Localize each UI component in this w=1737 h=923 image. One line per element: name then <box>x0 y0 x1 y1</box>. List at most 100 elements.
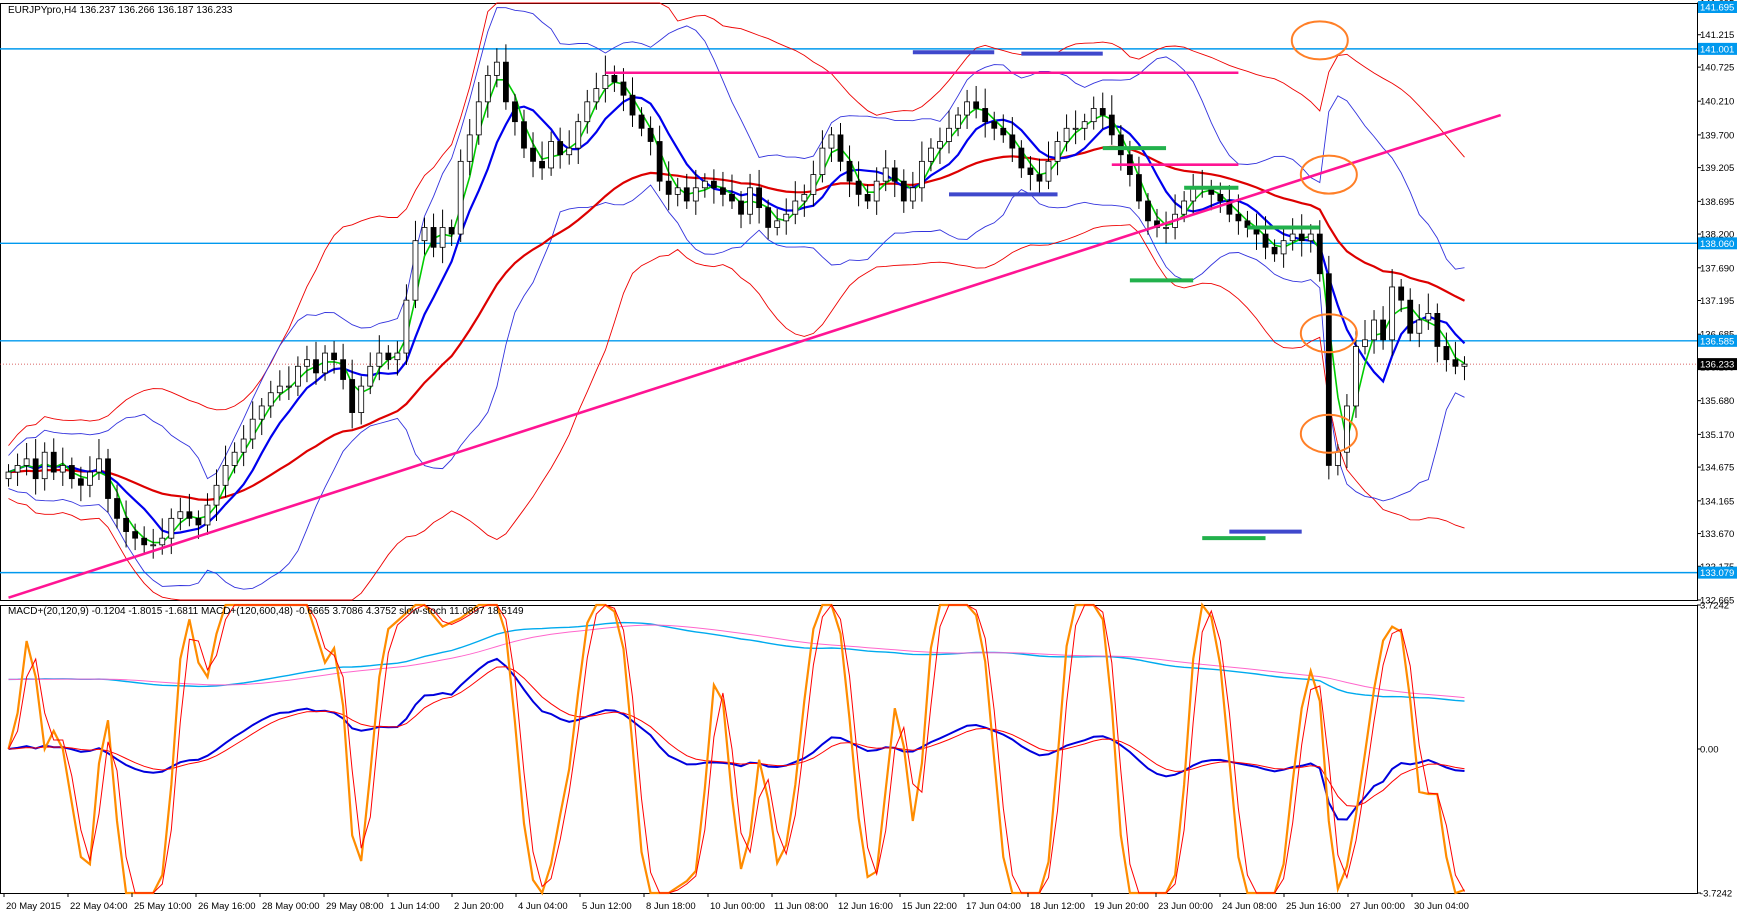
candle-body[interactable] <box>68 465 75 480</box>
candle-body[interactable] <box>828 134 835 149</box>
candle-body[interactable] <box>611 74 618 83</box>
candle-body[interactable] <box>683 187 690 202</box>
candle-body[interactable] <box>937 141 943 149</box>
candle-body[interactable] <box>439 227 446 248</box>
candle-body[interactable] <box>1262 233 1269 248</box>
candle-body[interactable] <box>566 147 573 156</box>
candle-body[interactable] <box>1362 339 1368 347</box>
candle-body[interactable] <box>412 240 419 301</box>
candle-body[interactable] <box>864 193 871 202</box>
candle-body[interactable] <box>1316 233 1323 275</box>
candle-body[interactable] <box>59 465 66 473</box>
candle-body[interactable] <box>358 385 365 413</box>
candle-body[interactable] <box>322 352 328 374</box>
candle-body[interactable] <box>557 141 564 156</box>
candle-body[interactable] <box>882 167 889 182</box>
candle-body[interactable] <box>1117 134 1124 156</box>
candle-body[interactable] <box>32 458 39 480</box>
candle-body[interactable] <box>177 511 184 519</box>
candle-body[interactable] <box>946 127 952 142</box>
candle-body[interactable] <box>1136 174 1142 202</box>
candle-body[interactable] <box>891 167 898 182</box>
candle-body[interactable] <box>1280 240 1287 255</box>
candle-body[interactable] <box>900 180 907 202</box>
candle-body[interactable] <box>1063 127 1070 142</box>
candle-body[interactable] <box>918 160 925 189</box>
candle-body[interactable] <box>1307 233 1314 242</box>
candle-body[interactable] <box>756 187 763 209</box>
candle-body[interactable] <box>1027 167 1034 175</box>
candle-body[interactable] <box>77 478 84 486</box>
candle-body[interactable] <box>548 141 555 169</box>
candle-body[interactable] <box>530 147 536 162</box>
candle-body[interactable] <box>1072 127 1079 130</box>
candle-body[interactable] <box>249 418 256 440</box>
candle-body[interactable] <box>710 180 717 189</box>
candle-body[interactable] <box>50 451 57 473</box>
candle-body[interactable] <box>584 101 591 123</box>
candle-body[interactable] <box>1045 160 1052 182</box>
candle-body[interactable] <box>602 74 609 90</box>
candle-body[interactable] <box>647 127 654 142</box>
candle-body[interactable] <box>928 147 934 162</box>
candle-body[interactable] <box>1226 200 1233 215</box>
candle-body[interactable] <box>801 193 808 202</box>
candle-body[interactable] <box>982 108 989 123</box>
candle-body[interactable] <box>909 187 916 202</box>
candle-body[interactable] <box>331 352 337 361</box>
candle-body[interactable] <box>385 352 392 361</box>
candle-body[interactable] <box>575 121 582 149</box>
candle-body[interactable] <box>421 227 428 242</box>
candle-body[interactable] <box>1461 363 1468 367</box>
candle-body[interactable] <box>729 193 735 202</box>
candle-body[interactable] <box>23 458 30 466</box>
candle-body[interactable] <box>720 187 726 195</box>
price-panel[interactable] <box>0 2 1698 601</box>
candle-body[interactable] <box>394 352 401 361</box>
candle-body[interactable] <box>973 101 980 109</box>
trendline[interactable] <box>8 113 1502 599</box>
candle-body[interactable] <box>747 187 753 215</box>
candle-body[interactable] <box>512 101 518 123</box>
candle-body[interactable] <box>376 352 383 367</box>
candle-body[interactable] <box>186 511 193 519</box>
candle-body[interactable] <box>276 385 283 394</box>
candle-body[interactable] <box>539 160 545 169</box>
candle-body[interactable] <box>295 365 301 387</box>
candle-body[interactable] <box>457 160 464 235</box>
candle-body[interactable] <box>1434 313 1441 347</box>
candle-body[interactable] <box>674 187 681 195</box>
candle-body[interactable] <box>1443 346 1450 361</box>
candle-body[interactable] <box>285 385 292 388</box>
candle-body[interactable] <box>1054 141 1061 162</box>
candle-body[interactable] <box>502 61 509 103</box>
candle-body[interactable] <box>1000 127 1007 136</box>
candle-body[interactable] <box>222 465 229 486</box>
candle-body[interactable] <box>1145 200 1151 222</box>
candle-body[interactable] <box>620 81 627 96</box>
candle-body[interactable] <box>240 438 247 453</box>
candle-body[interactable] <box>123 517 129 532</box>
candle-body[interactable] <box>114 498 120 519</box>
candle-body[interactable] <box>1009 134 1016 149</box>
candle-body[interactable] <box>1425 313 1432 321</box>
candle-body[interactable] <box>873 180 880 202</box>
candle-body[interactable] <box>195 517 202 526</box>
candle-body[interactable] <box>738 200 744 215</box>
candle-body[interactable] <box>1325 273 1332 466</box>
circle-marker[interactable] <box>1290 20 1349 61</box>
candle-body[interactable] <box>1334 451 1341 466</box>
candle-body[interactable] <box>855 180 862 195</box>
candle-body[interactable] <box>367 365 374 387</box>
circle-marker[interactable] <box>1299 413 1358 454</box>
candle-body[interactable] <box>231 451 238 466</box>
candle-body[interactable] <box>638 114 645 129</box>
circle-marker[interactable] <box>1299 313 1358 354</box>
candle-body[interactable] <box>846 160 853 182</box>
candle-body[interactable] <box>1298 233 1305 242</box>
candle-body[interactable] <box>484 74 491 103</box>
candle-body[interactable] <box>1271 246 1278 255</box>
candle-body[interactable] <box>150 544 157 547</box>
candle-body[interactable] <box>213 484 220 506</box>
